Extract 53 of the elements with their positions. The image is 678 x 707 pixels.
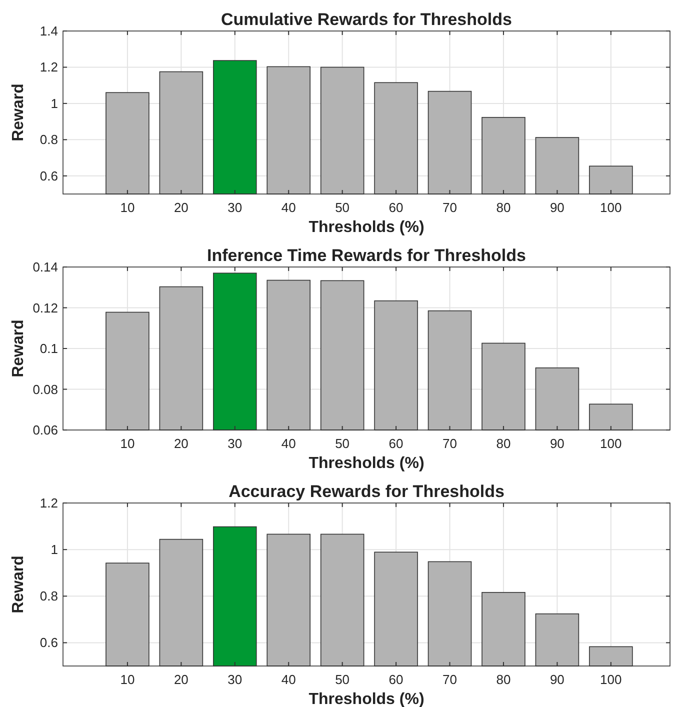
y-tick-label: 1.2: [40, 496, 58, 510]
y-tick-label: 0.08: [32, 382, 58, 397]
x-tick-label: 70: [442, 436, 457, 451]
x-tick-label: 80: [496, 436, 511, 451]
y-tick-label: 0.6: [40, 635, 58, 650]
x-tick-label: 40: [281, 200, 296, 215]
x-tick-label: 70: [442, 672, 457, 687]
x-tick-label: 80: [496, 672, 511, 687]
y-tick-label: 1: [50, 542, 58, 558]
x-tick-label: 30: [228, 436, 242, 451]
y-tick-label: 1.4: [40, 24, 58, 38]
x-tick-label: 40: [281, 436, 296, 451]
x-tick-label: 20: [174, 436, 188, 451]
x-tick-label: 10: [120, 200, 135, 215]
x-tick-label: 90: [550, 200, 564, 215]
y-tick-label: 0.06: [32, 422, 58, 438]
y-tick-label: 0.12: [32, 300, 58, 316]
x-tick-label: 80: [496, 200, 511, 215]
x-tick-label: 50: [335, 436, 350, 451]
y-axis-title: Reward: [10, 320, 27, 378]
x-tick-label: 60: [388, 436, 404, 451]
y-tick-label: 0.6: [40, 168, 58, 184]
x-tick-label: 100: [600, 672, 622, 687]
x-tick-label: 100: [600, 436, 622, 451]
x-tick-label: 30: [228, 200, 242, 215]
chart-title: Cumulative Rewards for Thresholds: [221, 10, 512, 29]
y-tick-label: 0.1: [40, 341, 58, 356]
x-tick-label: 20: [174, 200, 188, 215]
x-tick-label: 60: [388, 672, 404, 687]
x-tick-label: 90: [550, 672, 564, 687]
x-tick-label: 60: [388, 200, 404, 215]
x-axis-title: Thresholds (%): [308, 455, 424, 472]
x-tick-label: 10: [120, 672, 135, 687]
x-tick-label: 90: [550, 436, 564, 451]
x-tick-label: 50: [335, 672, 350, 687]
chart-title: Inference Time Rewards for Thresholds: [207, 246, 526, 265]
chart-title: Accuracy Rewards for Thresholds: [228, 482, 504, 501]
x-axis-title: Thresholds (%): [308, 691, 424, 707]
x-tick-label: 50: [335, 200, 350, 215]
y-tick-label: 1: [50, 96, 58, 111]
x-tick-label: 30: [228, 672, 242, 687]
y-tick-label: 1.2: [40, 60, 58, 75]
x-tick-label: 40: [281, 672, 296, 687]
x-tick-label: 100: [600, 200, 622, 215]
y-axis-title: Reward: [10, 556, 27, 614]
x-tick-label: 10: [120, 436, 135, 451]
y-tick-label: 0.8: [40, 588, 58, 604]
y-tick-label: 0.14: [32, 260, 58, 274]
x-tick-label: 20: [174, 672, 188, 687]
y-axis-title: Reward: [10, 84, 27, 142]
x-axis-title: Thresholds (%): [308, 219, 424, 236]
x-tick-label: 70: [442, 200, 457, 215]
y-tick-label: 0.8: [40, 132, 58, 148]
